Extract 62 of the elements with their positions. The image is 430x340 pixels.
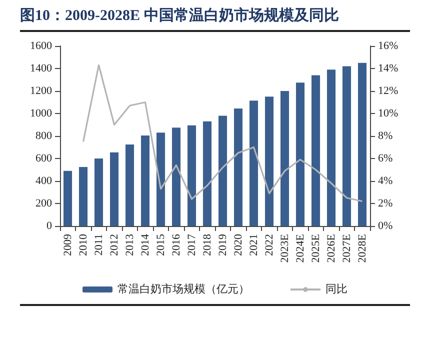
bar	[63, 170, 72, 226]
x-tick-label: 2022	[263, 234, 276, 256]
line-series	[82, 64, 364, 202]
bar	[234, 108, 243, 226]
bar	[125, 144, 134, 226]
y-tick-label: 1200	[30, 85, 52, 97]
legend-label: 同比	[326, 282, 348, 296]
y-tick-label: 400	[36, 175, 52, 187]
bar	[187, 125, 196, 226]
x-tick-label: 2021	[248, 234, 260, 256]
y2-tick-label: 8%	[378, 130, 393, 142]
x-tick-label: 2012	[108, 234, 120, 256]
x-tick-label: 2028E	[356, 234, 368, 263]
x-tick-label: 2009	[62, 234, 74, 256]
bar	[78, 166, 88, 226]
y2-tick-label: 2%	[378, 198, 393, 210]
x-tick-label: 2027E	[340, 234, 353, 263]
x-tick-label: 2019	[216, 234, 229, 256]
chart-title: 图10：2009-2028E 中国常温白奶市场规模及同比	[20, 4, 410, 32]
bar	[172, 128, 181, 226]
x-tick-label: 2017	[186, 234, 198, 256]
x-tick-label: 2015	[154, 234, 167, 256]
bar	[140, 135, 150, 226]
x-tick-label: 2013	[124, 234, 136, 256]
y-tick-label: 1000	[30, 108, 52, 120]
y2-tick-label: 0%	[378, 220, 393, 232]
y-tick-label: 1600	[30, 40, 52, 52]
bar	[110, 152, 119, 226]
x-tick-label: 2011	[92, 234, 105, 256]
y-tick-label: 600	[36, 152, 52, 164]
y2-tick-label: 12%	[378, 85, 398, 97]
x-tick-label: 2025E	[310, 234, 322, 263]
bar	[280, 91, 290, 226]
x-tick-label: 2016	[170, 234, 182, 256]
bar	[218, 116, 228, 226]
bar	[326, 70, 336, 226]
bar	[296, 82, 305, 226]
x-tick-label: 2026E	[325, 234, 338, 263]
y-tick-label: 1400	[30, 62, 52, 74]
y2-tick-label: 16%	[378, 40, 398, 52]
y2-tick-label: 14%	[378, 62, 398, 74]
bar	[311, 75, 320, 226]
y2-tick-label: 6%	[378, 152, 393, 164]
y-tick-label: 0	[46, 220, 52, 232]
bar	[94, 158, 104, 226]
bar	[156, 132, 166, 226]
y-tick-label: 800	[36, 130, 52, 142]
bar	[249, 100, 258, 226]
bar	[264, 96, 274, 226]
bar	[202, 121, 212, 226]
x-tick-label: 2023E	[278, 234, 291, 263]
bar	[358, 62, 367, 226]
x-tick-label: 2018	[201, 234, 214, 256]
legend-label: 常温白奶市场规模（亿元）	[118, 282, 250, 296]
y2-tick-label: 10%	[378, 108, 398, 120]
x-tick-label: 2024E	[294, 234, 306, 263]
y2-tick-label: 4%	[378, 175, 393, 187]
x-tick-label: 2010	[77, 234, 90, 256]
x-tick-label: 2014	[139, 234, 152, 256]
bar	[342, 66, 352, 226]
y-tick-label: 200	[36, 198, 52, 210]
x-tick-label: 2020	[232, 234, 244, 256]
